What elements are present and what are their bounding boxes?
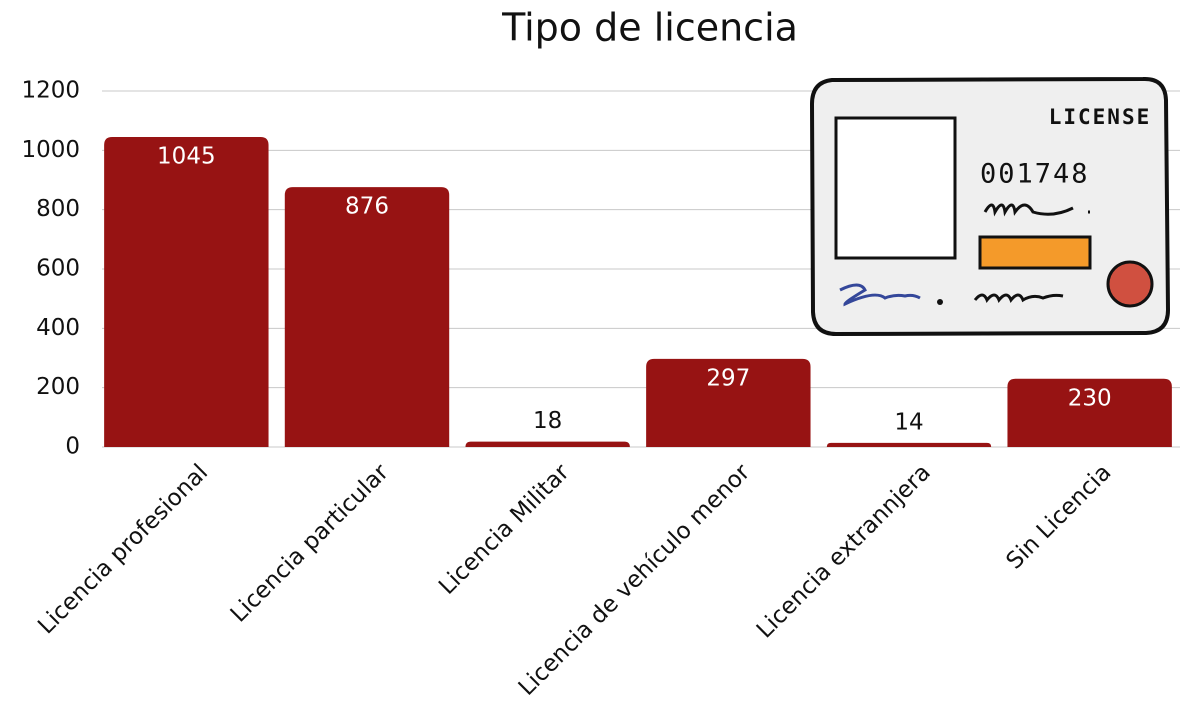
value-label: 297 <box>706 365 750 391</box>
bar <box>284 187 450 447</box>
photo-box <box>834 116 957 260</box>
value-label: 1045 <box>157 143 216 169</box>
x-tick-label: Licencia Militar <box>434 459 575 600</box>
scribble <box>973 293 1064 303</box>
bar <box>104 136 269 447</box>
value-label: 18 <box>533 408 562 434</box>
bar <box>465 441 630 447</box>
x-tick-label: Licencia particular <box>226 459 394 627</box>
y-tick-label: 800 <box>36 196 80 222</box>
card-stripe <box>978 235 1092 270</box>
y-tick-label: 400 <box>36 315 80 341</box>
value-label: 230 <box>1068 385 1112 411</box>
x-tick-label: Licencia extrannjera <box>752 459 936 643</box>
y-tick-label: 1000 <box>21 137 80 163</box>
y-tick-label: 600 <box>36 256 80 282</box>
scribble <box>983 203 1090 217</box>
dot <box>937 299 943 305</box>
license-card-illustration: LICENSE 001748 <box>810 76 1170 336</box>
y-tick-label: 0 <box>65 434 80 460</box>
y-tick-label: 1200 <box>21 78 80 104</box>
x-tick-label: Licencia profesional <box>33 459 213 639</box>
card-heading: LICENSE <box>1049 105 1152 129</box>
value-label: 876 <box>345 194 389 220</box>
value-label: 14 <box>894 409 923 435</box>
bar <box>1007 378 1172 447</box>
bar <box>646 358 811 447</box>
card-number: 001748 <box>980 159 1090 190</box>
card-seal <box>1106 260 1154 308</box>
bar <box>826 442 992 447</box>
signature <box>839 283 921 307</box>
y-tick-label: 200 <box>36 374 80 400</box>
chart-title: Tipo de licencia <box>501 6 798 50</box>
x-tick-label: Sin Licencia <box>1002 459 1117 574</box>
